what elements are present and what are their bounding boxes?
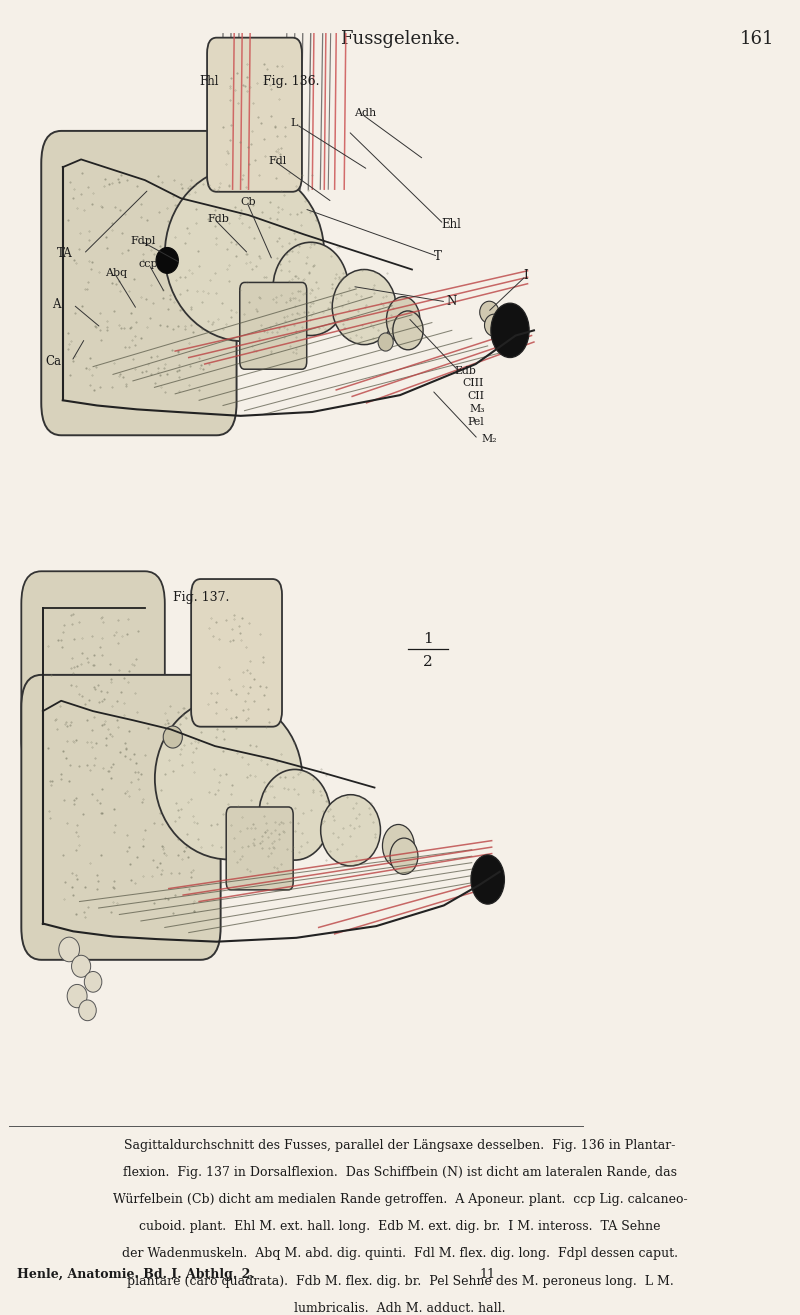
Text: Fdb: Fdb <box>207 214 229 224</box>
Ellipse shape <box>155 697 302 860</box>
Ellipse shape <box>273 242 349 335</box>
Ellipse shape <box>485 314 504 337</box>
Ellipse shape <box>393 310 423 350</box>
Text: Cb: Cb <box>241 197 256 208</box>
FancyBboxPatch shape <box>42 132 237 435</box>
Text: Ehl: Ehl <box>442 218 462 230</box>
Text: TA: TA <box>57 247 73 260</box>
Text: 2: 2 <box>423 655 433 669</box>
Text: T: T <box>434 250 442 263</box>
Ellipse shape <box>332 270 396 345</box>
Text: CIII: CIII <box>462 379 483 388</box>
Ellipse shape <box>58 938 79 961</box>
Text: Edb: Edb <box>454 366 476 376</box>
Ellipse shape <box>491 304 529 358</box>
Text: Fig. 137.: Fig. 137. <box>173 590 229 604</box>
Text: flexion.  Fig. 137 in Dorsalflexion.  Das Schiffbein (N) ist dicht am lateralen : flexion. Fig. 137 in Dorsalflexion. Das … <box>123 1166 677 1178</box>
Text: Würfelbein (Cb) dicht am medialen Rande getroffen.  A Aponeur. plant.  ccp Lig. : Würfelbein (Cb) dicht am medialen Rande … <box>113 1193 687 1206</box>
Text: Fussgelenke.: Fussgelenke. <box>340 30 460 47</box>
Ellipse shape <box>386 297 420 343</box>
Text: cuboid. plant.  Ehl M. ext. hall. long.  Edb M. ext. dig. br.  I M. inteross.  T: cuboid. plant. Ehl M. ext. hall. long. E… <box>139 1220 661 1233</box>
FancyBboxPatch shape <box>226 807 293 890</box>
Text: der Wadenmuskeln.  Abq M. abd. dig. quinti.  Fdl M. flex. dig. long.  Fdpl desse: der Wadenmuskeln. Abq M. abd. dig. quint… <box>122 1248 678 1260</box>
Text: Fdpl: Fdpl <box>130 235 156 246</box>
Text: Fig. 136.: Fig. 136. <box>263 75 319 88</box>
Ellipse shape <box>71 955 90 977</box>
Text: N: N <box>446 296 457 309</box>
Ellipse shape <box>84 972 102 993</box>
Ellipse shape <box>382 825 414 867</box>
Text: L: L <box>290 118 298 128</box>
Text: A: A <box>52 299 60 310</box>
Ellipse shape <box>165 167 324 342</box>
FancyBboxPatch shape <box>22 675 221 960</box>
FancyBboxPatch shape <box>22 571 165 772</box>
Ellipse shape <box>163 726 182 748</box>
Text: Sagittaldurchschnitt des Fusses, parallel der Längsaxe desselben.  Fig. 136 in P: Sagittaldurchschnitt des Fusses, paralle… <box>124 1139 676 1152</box>
Text: M₃: M₃ <box>470 405 485 414</box>
Ellipse shape <box>156 247 178 274</box>
Ellipse shape <box>480 301 499 323</box>
Ellipse shape <box>67 985 87 1007</box>
Text: Henle, Anatomie. Bd. I. Abthlg. 2.: Henle, Anatomie. Bd. I. Abthlg. 2. <box>18 1268 255 1281</box>
FancyBboxPatch shape <box>207 38 302 192</box>
Ellipse shape <box>378 333 394 351</box>
FancyBboxPatch shape <box>191 579 282 727</box>
FancyBboxPatch shape <box>240 283 306 370</box>
Ellipse shape <box>471 855 505 905</box>
Text: M₂: M₂ <box>482 434 497 444</box>
Ellipse shape <box>78 999 96 1020</box>
Ellipse shape <box>390 838 418 874</box>
Text: plantare (caro quadrata).  Fdb M. flex. dig. br.  Pel Sehne des M. peroneus long: plantare (caro quadrata). Fdb M. flex. d… <box>126 1274 674 1287</box>
Text: lumbricalis.  Adh M. adduct. hall.: lumbricalis. Adh M. adduct. hall. <box>294 1302 506 1315</box>
Text: 1: 1 <box>423 633 433 647</box>
Text: 11: 11 <box>480 1268 496 1281</box>
Text: Fdl: Fdl <box>269 155 286 166</box>
Text: CII: CII <box>467 392 484 401</box>
Ellipse shape <box>259 769 330 860</box>
Text: Abq: Abq <box>105 268 127 279</box>
Text: Adh: Adh <box>354 108 377 118</box>
Text: ccp: ccp <box>138 259 158 270</box>
Text: Fhl: Fhl <box>199 75 218 88</box>
Ellipse shape <box>321 794 381 865</box>
Text: Ca: Ca <box>46 355 62 368</box>
Text: Pel: Pel <box>468 417 485 427</box>
Text: I: I <box>523 270 528 283</box>
Text: 161: 161 <box>740 30 774 47</box>
